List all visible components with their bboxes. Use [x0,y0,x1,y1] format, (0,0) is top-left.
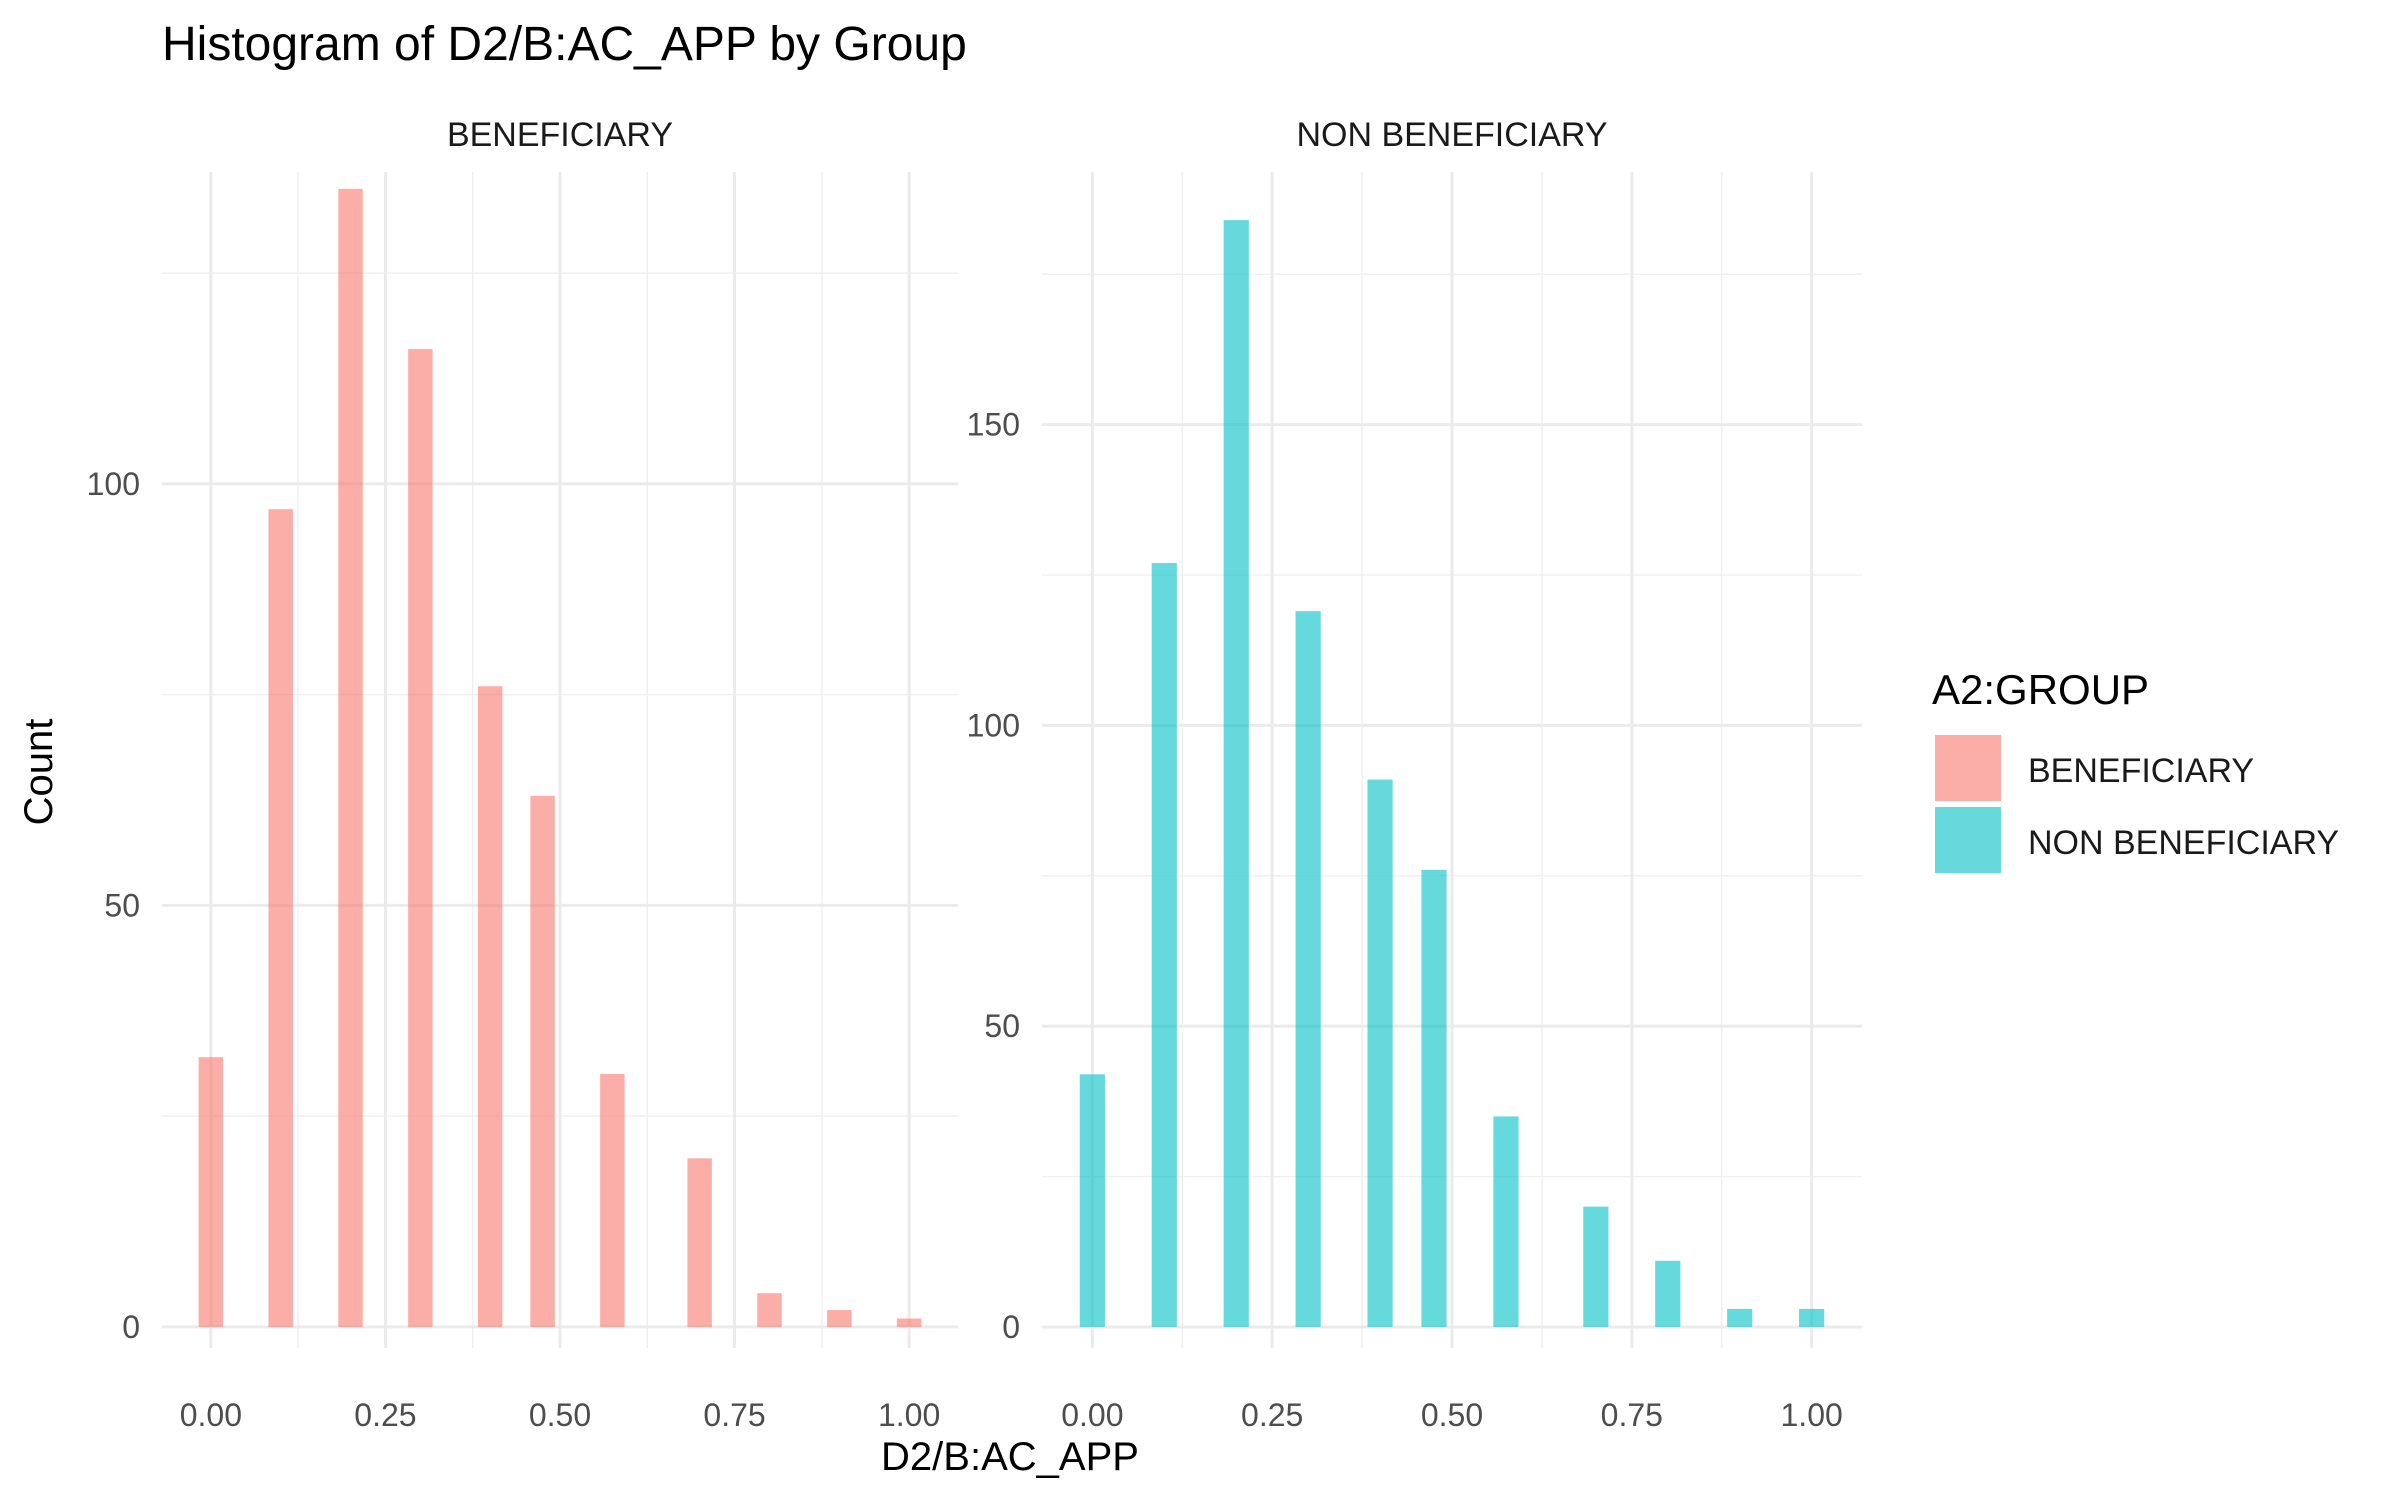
bar-non-beneficiary-1 [1151,562,1177,1327]
x-tick-label: 0.25 [354,1397,416,1433]
bar-non-beneficiary-6 [1493,1116,1519,1327]
bar-beneficiary-1 [268,509,293,1327]
x-tick-label: 0.50 [529,1397,591,1433]
bar-beneficiary-9 [827,1310,852,1327]
x-tick-label: 0.00 [180,1397,242,1433]
y-tick-label: 100 [967,707,1020,743]
chart-title: Histogram of D2/B:AC_APP by Group [162,18,967,71]
legend-key-beneficiary [1935,735,2001,801]
x-tick-label: 0.75 [1601,1397,1663,1433]
y-tick-label: 0 [122,1309,140,1345]
panel-non-beneficiary: 0.00 0.25 0.50 0.75 1.00 0 50 100 150 NON BENEFIC… [967,116,1862,1433]
y-axis-title: Count [17,719,61,826]
y-tick-label: 100 [87,466,140,502]
legend-label-beneficiary: BENEFICIARY [2028,752,2254,790]
bar-non-beneficiary-9 [1727,1308,1753,1327]
bar-beneficiary-8 [757,1293,782,1327]
bar-non-beneficiary-8 [1655,1260,1681,1327]
facet-panels: 0.00 0.25 0.50 0.75 1.00050100BENEFICIARY0.0… [87,116,1862,1433]
bar-non-beneficiary-10 [1799,1308,1825,1327]
legend-title: A2:GROUP [1932,666,2149,713]
bar-non-beneficiary-4 [1367,779,1393,1327]
bar-beneficiary-2 [338,188,363,1327]
x-tick-label: 0.25 [1241,1397,1303,1433]
legend-key-non-beneficiary [1935,807,2001,873]
x-tick-label: 0.75 [703,1397,765,1433]
bar-non-beneficiary-5 [1421,869,1447,1327]
bar-beneficiary-0 [198,1057,224,1327]
bar-beneficiary-4 [477,686,503,1327]
bar-non-beneficiary-3 [1295,611,1321,1327]
bar-beneficiary-7 [687,1158,712,1327]
bar-non-beneficiary-0 [1079,1074,1105,1327]
x-tick-label: 1.00 [878,1397,940,1433]
y-tick-label: 150 [967,407,1020,443]
y-tick-label: 50 [984,1008,1020,1044]
x-tick-label: 0.00 [1061,1397,1123,1433]
bar-non-beneficiary-2 [1223,220,1249,1327]
bar-beneficiary-6 [600,1074,625,1327]
legend-label-non-beneficiary: NON BENEFICIARY [2028,824,2339,862]
x-tick-label: 1.00 [1781,1397,1843,1433]
legend: A2:GROUP BENEFICIARY NON BENEFICIARY [1932,666,2339,873]
x-axis-title: D2/B:AC_APP [881,1435,1139,1479]
y-tick-label: 0 [1002,1309,1020,1345]
strip-label-beneficiary: BENEFICIARY [447,116,673,154]
panel-beneficiary: 0.00 0.25 0.50 0.75 1.00 0 50 100 BENEFICIARY [87,116,958,1433]
bar-beneficiary-3 [408,349,433,1327]
x-tick-label: 0.50 [1421,1397,1483,1433]
bar-non-beneficiary-7 [1583,1206,1609,1327]
bar-beneficiary-5 [530,795,555,1327]
strip-label-non-beneficiary: NON BENEFICIARY [1296,116,1607,154]
y-tick-label: 50 [104,887,140,923]
bar-beneficiary-10 [896,1318,922,1327]
